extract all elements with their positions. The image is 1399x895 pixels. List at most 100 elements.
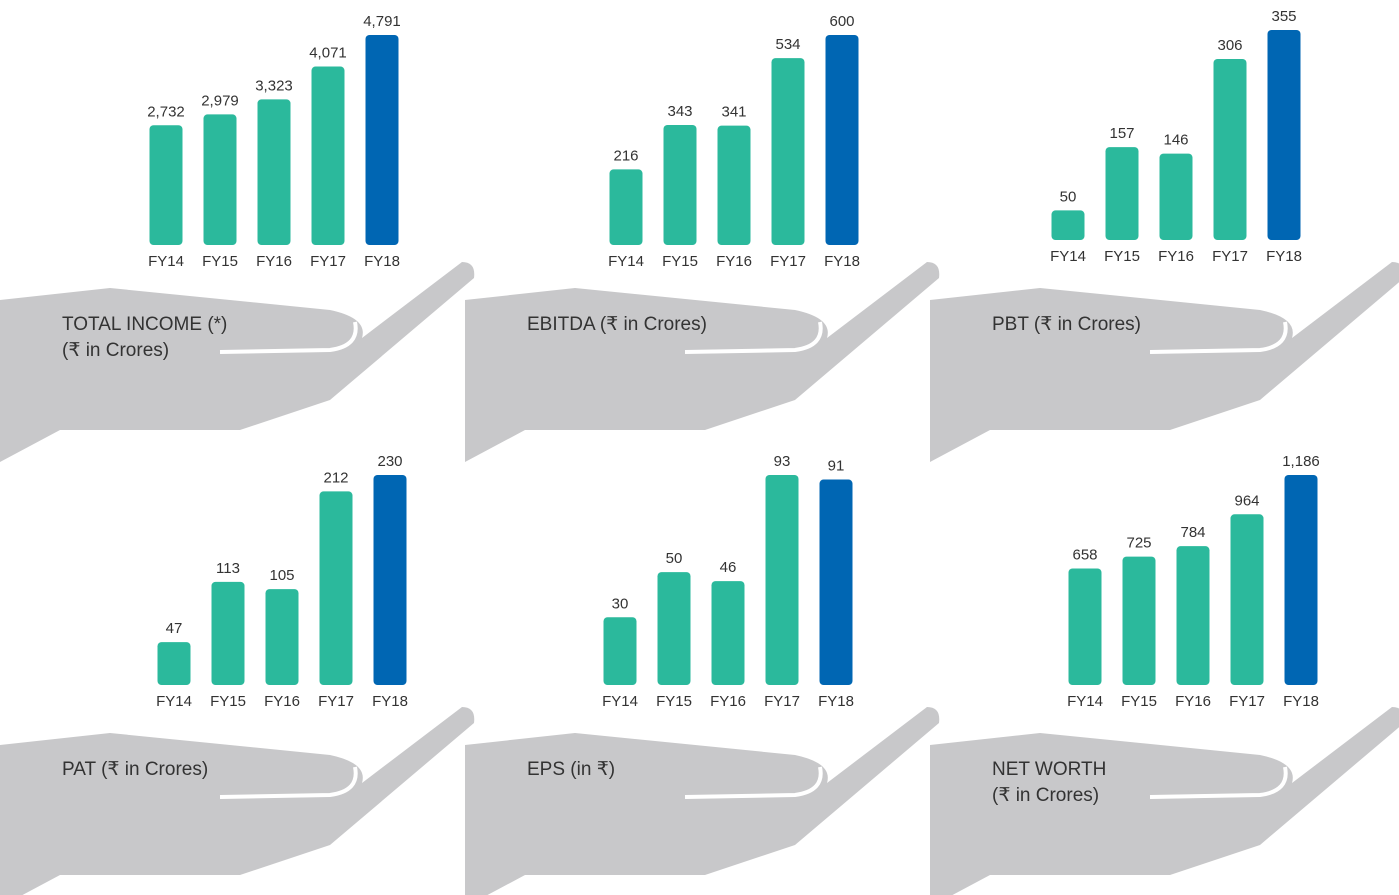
category-label: FY18 bbox=[1283, 693, 1319, 710]
category-label: FY18 bbox=[372, 693, 408, 710]
category-label: FY18 bbox=[824, 253, 860, 270]
bar bbox=[1068, 568, 1102, 685]
bar bbox=[157, 642, 191, 685]
category-label: FY16 bbox=[1158, 248, 1194, 265]
bar bbox=[657, 572, 691, 685]
chart-subtitle: (₹ in Crores) bbox=[992, 785, 1099, 806]
category-label: FY14 bbox=[156, 693, 192, 710]
chart-subtitle: (₹ in Crores) bbox=[62, 340, 169, 361]
value-label: 658 bbox=[1072, 546, 1097, 563]
bar bbox=[373, 475, 407, 685]
category-label: FY17 bbox=[310, 253, 346, 270]
value-label: 306 bbox=[1217, 37, 1242, 54]
value-label: 50 bbox=[1060, 188, 1077, 205]
hand bbox=[930, 707, 1399, 895]
bar bbox=[819, 479, 853, 685]
category-label: FY16 bbox=[256, 253, 292, 270]
bar bbox=[365, 35, 399, 245]
value-label: 2,979 bbox=[201, 92, 239, 109]
bar bbox=[257, 99, 291, 246]
hand bbox=[0, 262, 475, 462]
bar bbox=[311, 66, 345, 245]
value-label: 341 bbox=[721, 104, 746, 121]
value-label: 355 bbox=[1271, 8, 1296, 25]
value-label: 91 bbox=[828, 458, 845, 475]
category-label: FY15 bbox=[662, 253, 698, 270]
chart-title: EBITDA (₹ in Crores) bbox=[527, 314, 707, 335]
category-label: FY14 bbox=[608, 253, 644, 270]
category-label: FY17 bbox=[318, 693, 354, 710]
value-label: 30 bbox=[612, 595, 629, 612]
bar bbox=[1213, 58, 1247, 240]
thumb-line bbox=[1149, 766, 1288, 799]
chart-panel: 30 FY14 50 FY15 46 FY16 93 FY17 91 FY18 EPS (in ₹) bbox=[465, 453, 940, 895]
value-label: 3,323 bbox=[255, 77, 293, 94]
value-label: 725 bbox=[1126, 535, 1151, 552]
bar bbox=[1176, 546, 1210, 685]
bar bbox=[1122, 556, 1156, 685]
chart-panel: 216 FY14 343 FY15 341 FY16 534 FY17 600 FY18 EBITD… bbox=[465, 13, 940, 462]
value-label: 47 bbox=[166, 620, 183, 637]
hand bbox=[0, 707, 475, 895]
chart-title: PAT (₹ in Crores) bbox=[62, 759, 208, 780]
category-label: FY18 bbox=[364, 253, 400, 270]
category-label: FY14 bbox=[602, 693, 638, 710]
bar bbox=[603, 617, 637, 685]
value-label: 50 bbox=[666, 550, 683, 567]
bar bbox=[1284, 475, 1318, 685]
value-label: 113 bbox=[216, 560, 240, 577]
value-label: 600 bbox=[829, 13, 854, 30]
bar bbox=[825, 35, 859, 245]
chart-panel: 50 FY14 157 FY15 146 FY16 306 FY17 355 FY18 PBT (₹… bbox=[930, 8, 1399, 462]
value-label: 216 bbox=[613, 147, 638, 164]
bar bbox=[203, 114, 237, 245]
hand bbox=[465, 262, 940, 462]
hand bbox=[465, 707, 940, 895]
bar bbox=[609, 169, 643, 245]
value-label: 4,791 bbox=[363, 13, 401, 30]
thumb-line bbox=[1149, 321, 1288, 354]
value-label: 534 bbox=[775, 36, 800, 53]
bar bbox=[717, 125, 751, 245]
chart-title: NET WORTH bbox=[992, 759, 1106, 780]
category-label: FY15 bbox=[1121, 693, 1157, 710]
value-label: 93 bbox=[774, 453, 791, 470]
chart-title: TOTAL INCOME (*) bbox=[62, 314, 227, 335]
bar bbox=[663, 124, 697, 245]
category-label: FY16 bbox=[710, 693, 746, 710]
bar bbox=[319, 491, 353, 685]
bar bbox=[1159, 153, 1193, 240]
category-label: FY16 bbox=[716, 253, 752, 270]
category-label: FY17 bbox=[1229, 693, 1265, 710]
category-label: FY18 bbox=[818, 693, 854, 710]
category-label: FY15 bbox=[210, 693, 246, 710]
value-label: 343 bbox=[667, 103, 692, 120]
category-label: FY16 bbox=[1175, 693, 1211, 710]
category-label: FY14 bbox=[1050, 248, 1086, 265]
category-label: FY14 bbox=[1067, 693, 1103, 710]
value-label: 784 bbox=[1180, 524, 1205, 541]
chart-panel: 2,732 FY14 2,979 FY15 3,323 FY16 4,071 FY17 4,79… bbox=[0, 13, 475, 462]
chart-title: EPS (in ₹) bbox=[527, 759, 615, 780]
value-label: 212 bbox=[323, 469, 348, 486]
bar bbox=[765, 475, 799, 685]
value-label: 230 bbox=[377, 453, 402, 470]
bar bbox=[149, 125, 183, 245]
value-label: 1,186 bbox=[1282, 453, 1320, 470]
chart-title: PBT (₹ in Crores) bbox=[992, 314, 1141, 335]
bar bbox=[771, 58, 805, 245]
value-label: 105 bbox=[269, 567, 294, 584]
bar bbox=[1051, 210, 1085, 240]
bar bbox=[711, 581, 745, 685]
category-label: FY18 bbox=[1266, 248, 1302, 265]
category-label: FY15 bbox=[656, 693, 692, 710]
category-label: FY15 bbox=[1104, 248, 1140, 265]
category-label: FY14 bbox=[148, 253, 184, 270]
value-label: 964 bbox=[1234, 492, 1259, 509]
chart-panel: 658 FY14 725 FY15 784 FY16 964 FY17 1,186 FY18 NET… bbox=[930, 453, 1399, 895]
bar bbox=[265, 589, 299, 685]
value-label: 4,071 bbox=[309, 45, 347, 62]
value-label: 2,732 bbox=[147, 103, 185, 120]
chart-panel: 47 FY14 113 FY15 105 FY16 212 FY17 230 FY18 PAT (₹… bbox=[0, 453, 475, 895]
